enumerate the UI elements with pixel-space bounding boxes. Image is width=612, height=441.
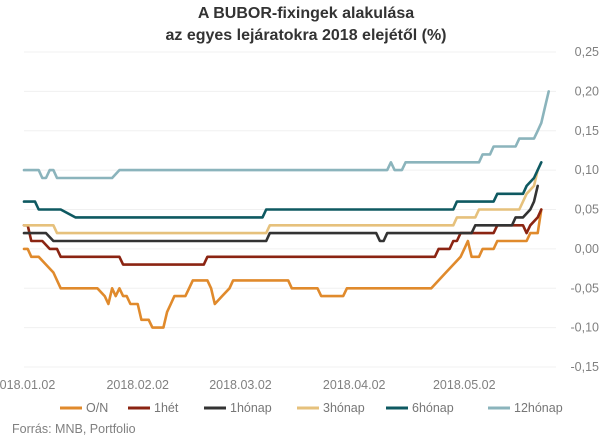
x-tick-label: 2018.03.02 (209, 378, 272, 392)
series-line-3hónap (22, 168, 540, 235)
legend-label-3hónap: 3hónap (323, 401, 365, 415)
x-tick-label: 2018.02.02 (106, 378, 169, 392)
y-tick-label: 0,15 (575, 124, 599, 138)
x-tick-label: 2018.01.02 (0, 378, 55, 392)
y-tick-label: -0,15 (571, 360, 600, 374)
series-line-6hónap (22, 161, 543, 219)
legend-label-6hónap: 6hónap (412, 401, 454, 415)
series-line-O/N (22, 208, 543, 329)
series-line-1hónap (22, 184, 540, 243)
y-tick-label: 0,20 (575, 84, 599, 98)
y-tick-label: -0,10 (571, 321, 600, 335)
legend-label-1hét: 1hét (154, 401, 179, 415)
legend-label-12hónap: 12hónap (514, 401, 563, 415)
y-tick-label: -0,05 (571, 281, 600, 295)
x-tick-label: 2018.04.02 (323, 378, 386, 392)
y-tick-label: 0,25 (575, 45, 599, 59)
x-tick-label: 2018.05.02 (433, 378, 496, 392)
y-tick-label: 0,05 (575, 203, 599, 217)
y-tick-label: 0,10 (575, 163, 599, 177)
chart-title-line-2: az egyes lejáratokra 2018 elejétől (%) (165, 27, 446, 44)
y-axis: -0,15 -0,10 -0,05 0,00 0,05 0,10 0,15 0,20 0,25 (571, 45, 600, 374)
chart-title-line-1: A BUBOR-fixingek alakulása (198, 5, 414, 22)
legend-label-1hónap: 1hónap (230, 401, 272, 415)
y-tick-label: 0,00 (575, 242, 599, 256)
x-axis: 2018.01.02 2018.02.02 2018.03.02 2018.04.02… (0, 378, 496, 392)
series-line-12hónap (22, 90, 551, 180)
source-note: Forrás: MNB, Portfolio (12, 422, 136, 436)
legend: O/N 1hét 1hónap 3hónap 6hónap 12hónap (60, 401, 563, 415)
series-line-1hét (22, 208, 543, 266)
legend-label-O/N: O/N (86, 401, 108, 415)
plot-area (22, 90, 551, 329)
